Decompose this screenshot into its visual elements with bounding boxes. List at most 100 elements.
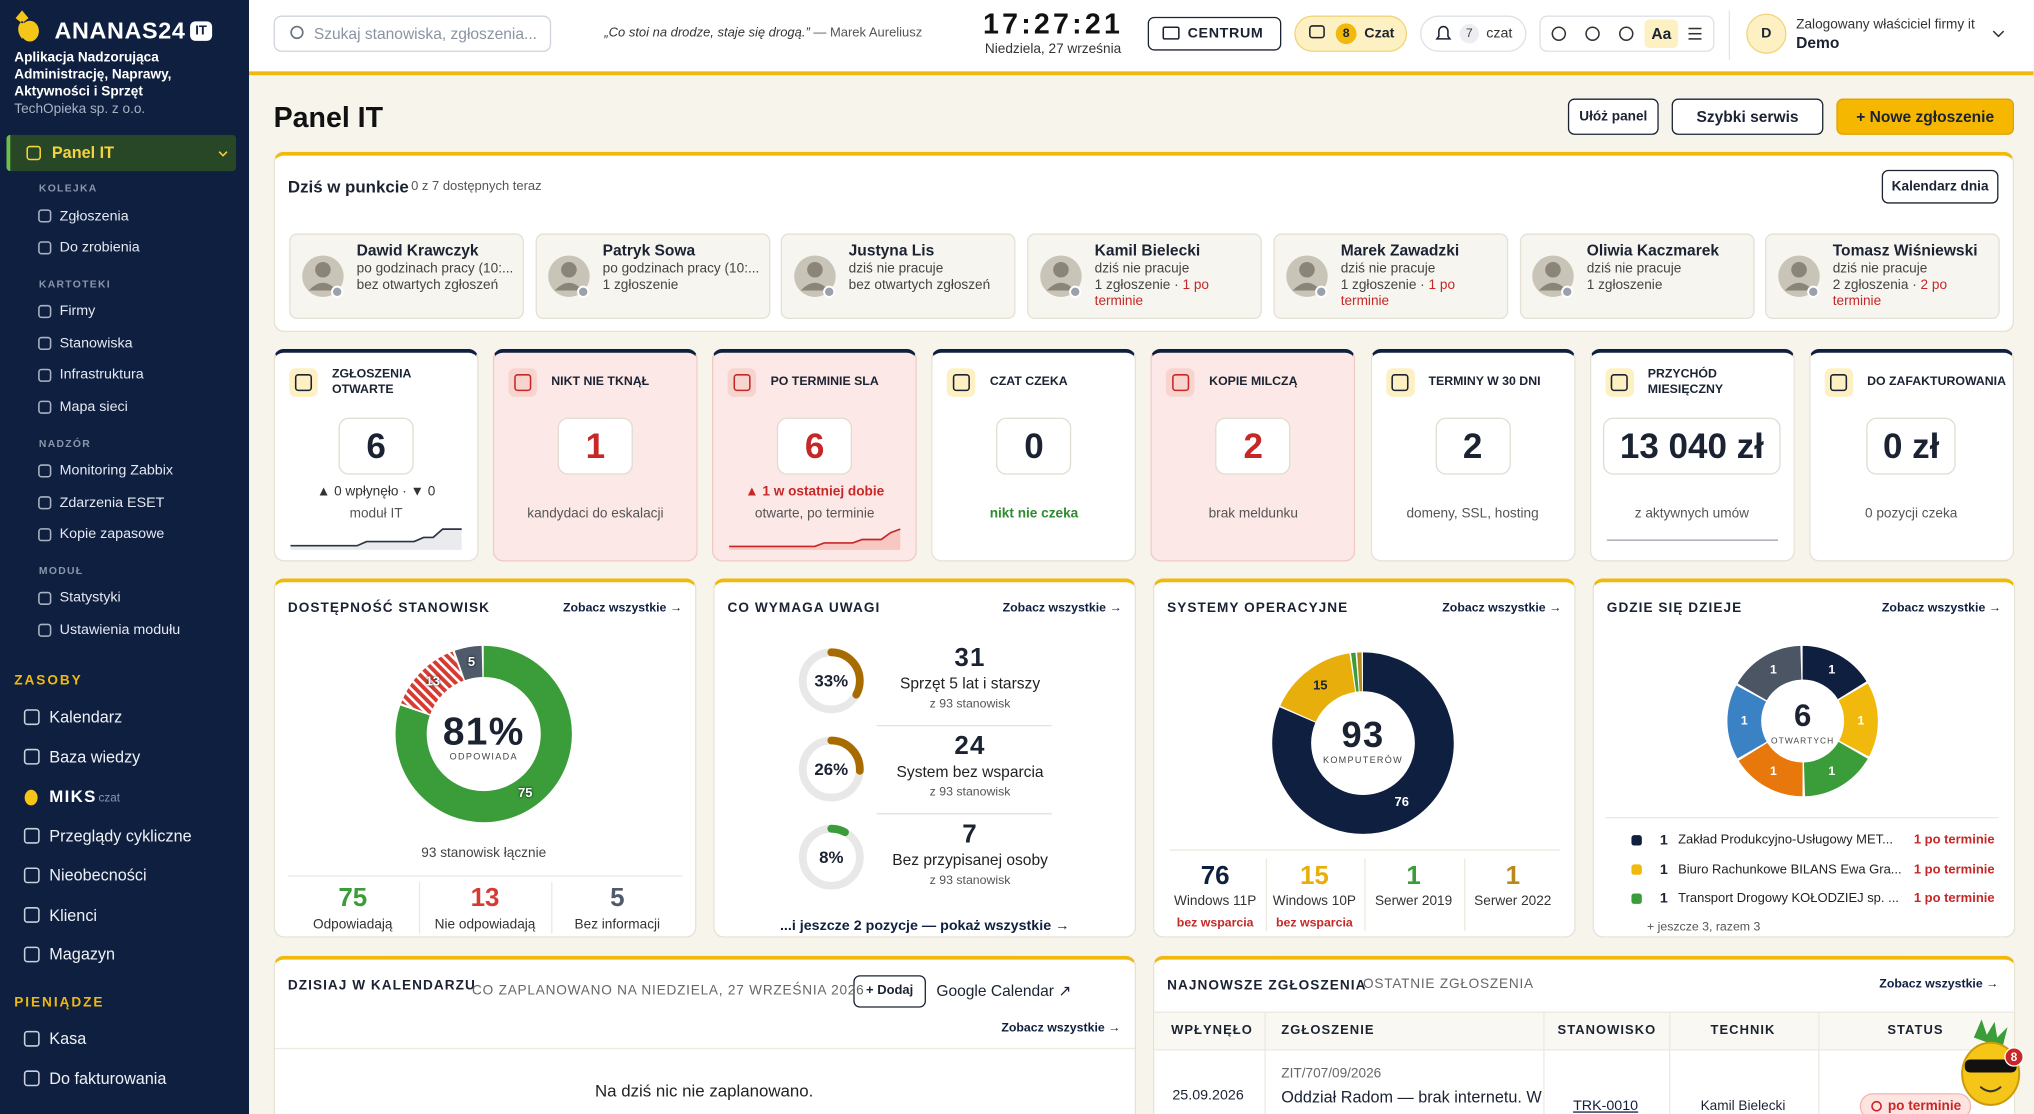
kpi-title-box: TERMINY W 30 DNI (1428, 366, 1568, 400)
kpi-sub: domeny, SSL, hosting (1406, 505, 1539, 522)
panel-link[interactable]: Zobacz wszystkie → (1881, 601, 2002, 616)
attention-more[interactable]: ...i jeszcze 2 pozycje — pokaż wszystkie… (779, 918, 1070, 934)
panel-link[interactable]: Zobacz wszystkie → (1879, 977, 1999, 992)
nav-item[interactable]: Kopie zapasowe (59, 526, 165, 543)
kpi-note: ▲ 1 w ostatniej dobie (745, 483, 885, 500)
center-button[interactable] (1147, 16, 1282, 51)
nav-item[interactable]: MIKS (49, 786, 97, 806)
nav-item[interactable]: Kasa (49, 1029, 87, 1048)
font-toggle[interactable] (1644, 19, 1679, 48)
nav-item[interactable]: Zgłoszenia (59, 208, 129, 224)
icon (38, 464, 52, 478)
ring-label: 33% (814, 671, 849, 691)
nav-item[interactable]: Stanowiska (59, 335, 133, 352)
icon (38, 591, 52, 605)
person-ticket-count: bez otwartych zgłoszeń (356, 276, 499, 293)
kpi-title-box: KOPIE MILCZĄ (1209, 366, 1349, 400)
chat-label: Czat (1364, 25, 1395, 42)
search-placeholder: Szukaj stanowiska, zgłoszenia... (313, 24, 538, 43)
row-count: 1 (1659, 832, 1668, 849)
nav-item[interactable]: Monitoring Zabbix (59, 463, 174, 479)
person-status (823, 285, 836, 298)
icon (952, 374, 970, 392)
ring-label: 8% (819, 847, 844, 867)
action-button[interactable] (1671, 98, 1824, 135)
action-label[interactable]: + Nowe zgłoszenie (1856, 107, 1995, 126)
search-box[interactable] (273, 15, 552, 52)
kpi-icon (508, 368, 538, 397)
google-link[interactable]: Google Calendar ↗ (936, 981, 1072, 1000)
add-label[interactable]: + Dodaj (866, 983, 914, 998)
kpi-icon (1824, 368, 1853, 397)
row-count: 1 (1659, 861, 1668, 878)
nav-item[interactable]: Przeglądy cykliczne (49, 826, 192, 845)
person-ticket-count: 1 zgłoszenie (1586, 276, 1663, 293)
add-button[interactable] (853, 975, 926, 1008)
row-name: Transport Drogowy KOŁODZIEJ sp. ... (1678, 891, 1899, 906)
nav-active[interactable] (6, 134, 237, 172)
action-button[interactable] (1836, 98, 2015, 135)
chevron (1992, 30, 2005, 38)
today-title: Dziś w punkcie (287, 177, 409, 197)
person-name: Dawid Krawczyk (356, 241, 479, 260)
panel-title: NAJNOWSZE ZGŁOSZENIA (1167, 977, 1367, 994)
nav-item[interactable]: Zdarzenia ESET (59, 494, 165, 511)
person-status (1069, 285, 1082, 298)
nav-item[interactable]: Baza wiedzy (49, 747, 141, 766)
nav-item[interactable]: Klienci (49, 905, 98, 925)
action-button[interactable] (1567, 98, 1659, 135)
divider (1605, 817, 1999, 819)
nav-item[interactable]: Statystyki (59, 590, 121, 607)
icon (1610, 374, 1628, 392)
nav-group-title: KOLEJKA (38, 182, 98, 194)
date: Niedziela, 27 września (984, 41, 1122, 58)
cell-station[interactable]: TRK-0010 (1573, 1098, 1639, 1114)
chat-button[interactable] (1294, 15, 1408, 52)
nav-item[interactable]: Magazyn (49, 945, 116, 964)
panel-link[interactable]: Zobacz wszystkie → (1002, 601, 1122, 616)
person-name: Oliwia Kaczmarek (1586, 241, 1720, 260)
person-status (1561, 285, 1574, 298)
donut-center: 81% (442, 710, 525, 754)
person-name: Tomasz Wiśniewski (1832, 241, 1978, 260)
status-label: po terminie (1887, 1098, 1962, 1114)
kpi-title-box: ZGŁOSZENIA OTWARTE (332, 366, 472, 400)
icon (1391, 374, 1409, 392)
kpi-icon (1604, 368, 1634, 397)
cell-subject[interactable]: Oddział Radom — brak internetu. W (1281, 1088, 1542, 1107)
table-header (1154, 1011, 2015, 1051)
nav-item[interactable]: Do zrobienia (59, 240, 140, 256)
nav-item[interactable]: Firmy (59, 303, 96, 320)
kpi-icon (289, 368, 318, 397)
donut-segment (1272, 652, 1454, 834)
page-title: Panel IT (273, 101, 384, 134)
icon (38, 496, 52, 510)
stat-value: 76 (1200, 861, 1230, 891)
notif-button[interactable] (1420, 15, 1527, 52)
kpi-value-box: 1 (479, 417, 712, 475)
calendar-button-label[interactable]: Kalendarz dnia (1891, 178, 1989, 195)
nav-item[interactable]: Kalendarz (49, 708, 123, 727)
mascot-badge (2004, 1047, 2024, 1067)
action-label[interactable]: Ułóż panel (1579, 108, 1648, 125)
nav-item[interactable]: Ustawienia modułu (59, 622, 181, 639)
panel-link[interactable]: Zobacz wszystkie → (1442, 601, 1562, 616)
nav-item[interactable]: Nieobecności (49, 866, 147, 885)
donut-label: 1 (1770, 663, 1777, 678)
icon (23, 827, 40, 844)
panel-link[interactable]: Zobacz wszystkie → (562, 601, 683, 616)
person-tickets: 1 zgłoszenie (603, 277, 765, 293)
person-tickets: bez otwartych zgłoszeń (849, 277, 1011, 293)
nav-item[interactable]: Do fakturowania (49, 1069, 167, 1088)
panel-link[interactable]: Zobacz wszystkie → (1001, 1021, 1121, 1036)
nav-item[interactable]: Infrastruktura (59, 367, 144, 384)
action-label[interactable]: Szybki serwis (1696, 107, 1799, 126)
calendar-button[interactable] (1881, 169, 1999, 204)
icon (23, 867, 40, 884)
mascot-badge-count[interactable]: 8 (2010, 1050, 2018, 1064)
nav-item[interactable]: Mapa sieci (59, 399, 128, 415)
attention-sub: z 93 stanowisk (929, 697, 1011, 712)
kpi-title: CZAT CZEKA (989, 374, 1068, 390)
